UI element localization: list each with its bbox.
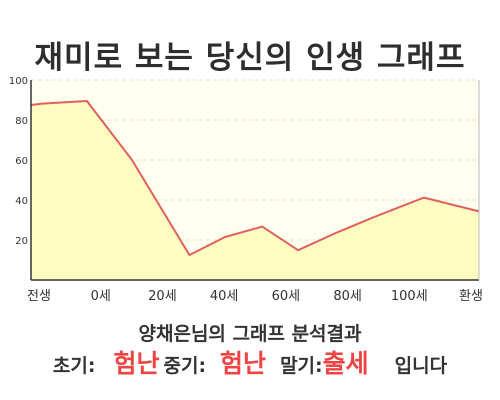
result-suffix: 입니다	[394, 355, 448, 377]
y-tick-labels: 20 40 60 80 100	[9, 76, 28, 247]
y-tick-label-20: 20	[15, 236, 28, 247]
x-tick-label-7: 환생	[459, 289, 483, 304]
late-label: 말기:	[280, 355, 323, 377]
result-subtitle: 양채은님의 그래프 분석결과	[138, 323, 362, 345]
y-tick-label-100: 100	[9, 76, 28, 87]
early-value: 험난	[113, 349, 160, 378]
middle-value: 험난	[220, 349, 267, 378]
late-value: 출세	[322, 349, 369, 378]
x-tick-label-6: 100세	[391, 289, 428, 304]
x-tick-label-4: 60세	[272, 289, 301, 304]
x-tick-label-5: 80세	[333, 289, 362, 304]
early-label: 초기:	[52, 355, 96, 377]
x-tick-label-1: 0세	[91, 289, 111, 304]
middle-label: 중기:	[163, 355, 207, 377]
x-tick-label-0: 전생	[27, 289, 51, 304]
y-tick-label-60: 60	[15, 156, 28, 167]
y-tick-label-80: 80	[15, 116, 28, 127]
life-line	[30, 100, 480, 256]
y-tick-label-40: 40	[15, 196, 28, 207]
axes	[30, 80, 480, 281]
result-summary: 초기: 험난 중기: 험난 말기: 출세 입니다	[0, 344, 500, 384]
x-tick-label-3: 40세	[210, 289, 239, 304]
x-tick-labels: 전생 0세 20세 40세 60세 80세 100세 환생	[27, 289, 483, 304]
life-area	[31, 101, 479, 280]
page-title: 재미로 보는 당신의 인생 그래프	[34, 40, 466, 76]
x-tick-label-2: 20세	[148, 289, 177, 304]
